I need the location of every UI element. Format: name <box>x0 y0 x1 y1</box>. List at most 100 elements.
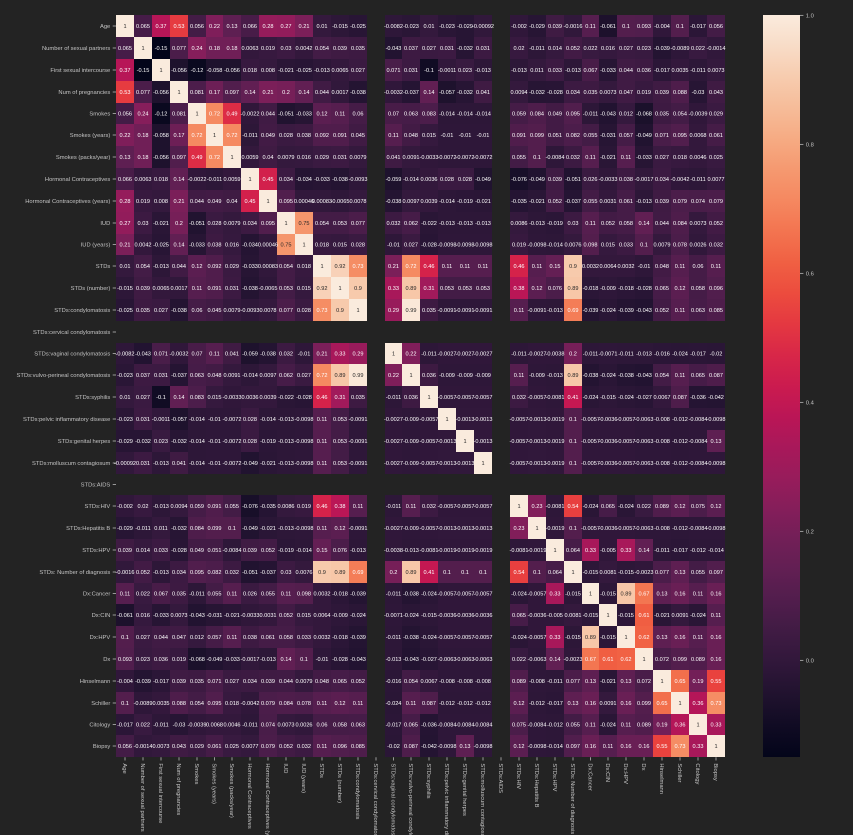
svg-text:-0.0057: -0.0057 <box>438 635 457 641</box>
svg-text:0.0078: 0.0078 <box>259 308 276 314</box>
svg-text:-0.013: -0.013 <box>511 68 527 74</box>
svg-text:0.41: 0.41 <box>568 395 579 401</box>
svg-text:-0.02: -0.02 <box>387 744 400 750</box>
svg-text:-0.0057: -0.0057 <box>617 461 636 467</box>
svg-text:0.056: 0.056 <box>190 24 204 30</box>
svg-text:0.074: 0.074 <box>261 723 275 729</box>
svg-text:0.0039: 0.0039 <box>420 199 437 205</box>
svg-text:0.0046: 0.0046 <box>223 723 240 729</box>
svg-text:0.035: 0.035 <box>172 592 186 598</box>
svg-text:0.015: 0.015 <box>297 613 311 619</box>
svg-text:0.092: 0.092 <box>208 264 222 270</box>
svg-text:STDs:molluscum contagiosum: STDs:molluscum contagiosum <box>32 461 110 467</box>
svg-text:0.027: 0.027 <box>136 395 150 401</box>
svg-text:-0.013: -0.013 <box>278 439 294 445</box>
svg-text:0.38: 0.38 <box>514 286 525 292</box>
svg-text:0.16: 0.16 <box>585 744 596 750</box>
svg-text:STDs:AIDS: STDs:AIDS <box>81 483 111 489</box>
svg-text:0.067: 0.067 <box>584 68 598 74</box>
svg-text:0.9: 0.9 <box>318 570 326 576</box>
svg-text:-0.038: -0.038 <box>350 90 366 96</box>
svg-text:0.0068: 0.0068 <box>689 133 706 139</box>
svg-text:1.0: 1.0 <box>806 14 814 20</box>
svg-text:0.65: 0.65 <box>657 701 668 707</box>
svg-text:0.18: 0.18 <box>138 155 149 161</box>
svg-text:1: 1 <box>571 570 574 576</box>
svg-text:0.028: 0.028 <box>208 221 222 227</box>
svg-text:0.4: 0.4 <box>806 401 815 407</box>
svg-text:0.38: 0.38 <box>335 504 346 510</box>
svg-text:0.11: 0.11 <box>514 308 524 314</box>
svg-text:0.031: 0.031 <box>154 373 168 379</box>
svg-text:0.061: 0.061 <box>619 199 633 205</box>
svg-text:STDs: Number of diagnosis: STDs: Number of diagnosis <box>569 763 575 834</box>
svg-text:-0.032: -0.032 <box>135 439 151 445</box>
svg-text:-0.059: -0.059 <box>386 177 402 183</box>
svg-text:0.46: 0.46 <box>317 504 328 510</box>
svg-text:-0.013: -0.013 <box>529 221 545 227</box>
svg-text:-0.0038: -0.0038 <box>384 548 403 554</box>
svg-text:0.098: 0.098 <box>297 592 311 598</box>
svg-text:0.031: 0.031 <box>476 46 490 52</box>
svg-text:-0.021: -0.021 <box>153 221 169 227</box>
svg-text:-0.024: -0.024 <box>618 395 634 401</box>
svg-text:0.044: 0.044 <box>619 68 633 74</box>
svg-text:0.36: 0.36 <box>693 701 704 707</box>
svg-text:0.034: 0.034 <box>172 570 186 576</box>
svg-text:0.14: 0.14 <box>424 90 435 96</box>
svg-text:0.62: 0.62 <box>621 657 632 663</box>
svg-text:-0.011: -0.011 <box>242 133 257 139</box>
svg-text:Smokes (years): Smokes (years) <box>210 763 216 804</box>
svg-text:0.029: 0.029 <box>315 155 329 161</box>
svg-text:-0.024: -0.024 <box>386 701 402 707</box>
svg-text:-0.0098: -0.0098 <box>707 461 726 467</box>
svg-text:0.079: 0.079 <box>673 199 687 205</box>
svg-text:-0.0011: -0.0011 <box>152 417 171 423</box>
svg-text:0.06: 0.06 <box>317 723 328 729</box>
svg-text:-0.033: -0.033 <box>314 177 330 183</box>
svg-text:-0.015: -0.015 <box>600 395 616 401</box>
svg-text:0.091: 0.091 <box>333 133 347 139</box>
svg-text:0.041: 0.041 <box>172 461 186 467</box>
svg-text:-0.0063: -0.0063 <box>635 439 654 445</box>
svg-text:0.21: 0.21 <box>388 264 399 270</box>
svg-text:0.75: 0.75 <box>299 221 310 227</box>
svg-text:-0.021: -0.021 <box>475 199 491 205</box>
svg-text:-0.025: -0.025 <box>153 243 169 249</box>
svg-text:0.55: 0.55 <box>711 679 722 685</box>
svg-text:0.019: 0.019 <box>136 199 150 205</box>
svg-text:0.037: 0.037 <box>136 373 150 379</box>
svg-text:0.036: 0.036 <box>154 657 168 663</box>
svg-text:0.039: 0.039 <box>172 679 186 685</box>
svg-text:-0.009: -0.009 <box>403 461 419 467</box>
svg-text:-0.00092: -0.00092 <box>472 24 494 30</box>
svg-text:1: 1 <box>141 46 144 52</box>
svg-text:-0.029: -0.029 <box>117 439 133 445</box>
svg-text:-0.024: -0.024 <box>583 504 599 510</box>
svg-text:0.084: 0.084 <box>673 221 687 227</box>
svg-text:Hinselmann: Hinselmann <box>658 763 664 794</box>
svg-text:0.67: 0.67 <box>639 592 650 598</box>
svg-text:-0.051: -0.051 <box>278 112 294 118</box>
svg-text:0.018: 0.018 <box>297 264 311 270</box>
svg-text:Citology: Citology <box>89 723 110 729</box>
svg-text:0.11: 0.11 <box>317 744 327 750</box>
svg-text:0.093: 0.093 <box>637 24 651 30</box>
svg-text:-0.0091: -0.0091 <box>438 308 457 314</box>
svg-text:-0.0098: -0.0098 <box>707 417 726 423</box>
svg-text:0.8: 0.8 <box>806 143 814 149</box>
svg-text:-0.051: -0.051 <box>189 221 205 227</box>
svg-text:0.022: 0.022 <box>637 504 651 510</box>
svg-text:0.69: 0.69 <box>353 570 364 576</box>
svg-text:0.089: 0.089 <box>691 657 705 663</box>
svg-text:-0.0019: -0.0019 <box>546 439 565 445</box>
svg-text:0.89: 0.89 <box>335 570 346 576</box>
svg-text:0.24: 0.24 <box>138 112 149 118</box>
svg-text:STDs: STDs <box>318 763 324 778</box>
svg-text:0.015: 0.015 <box>297 286 311 292</box>
svg-text:0.9: 0.9 <box>354 286 362 292</box>
svg-text:-0.0072: -0.0072 <box>438 155 457 161</box>
svg-text:1: 1 <box>159 68 162 74</box>
svg-text:0.0081: 0.0081 <box>599 570 616 576</box>
svg-text:-0.024: -0.024 <box>672 352 688 358</box>
